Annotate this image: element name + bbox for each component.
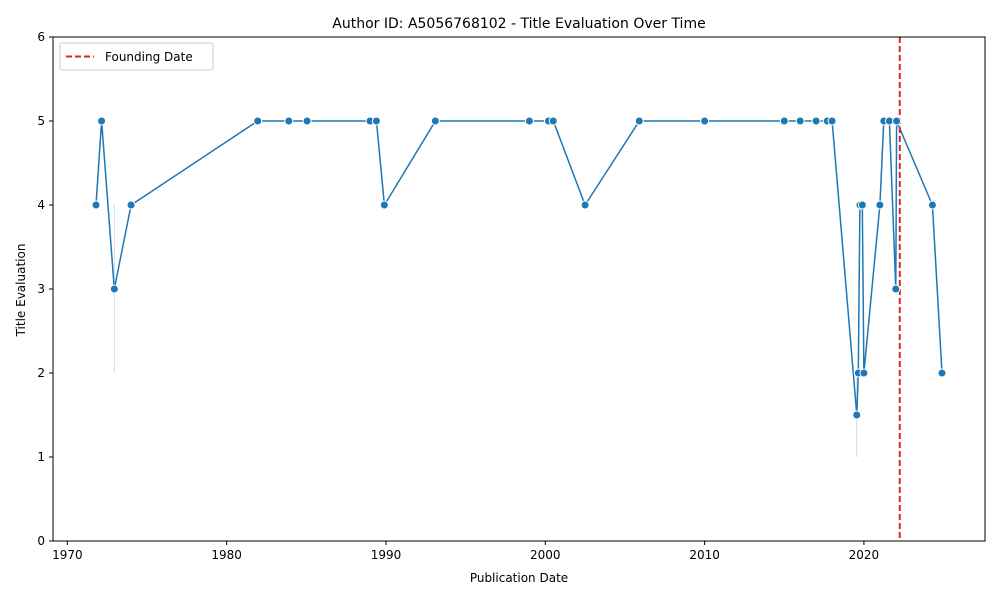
y-tick-label: 2 xyxy=(37,366,45,380)
legend: Founding Date xyxy=(59,42,214,71)
data-point xyxy=(253,116,263,126)
legend-box xyxy=(59,42,214,71)
data-point xyxy=(937,368,947,378)
data-point xyxy=(875,200,885,210)
data-point xyxy=(892,116,902,126)
data-points xyxy=(91,116,947,420)
x-tick-label: 2010 xyxy=(689,548,720,562)
data-point xyxy=(302,116,312,126)
x-tick-label: 1970 xyxy=(52,548,83,562)
data-point xyxy=(430,116,440,126)
data-point xyxy=(927,200,937,210)
data-point xyxy=(126,200,136,210)
data-point xyxy=(852,410,862,420)
y-tick-label: 4 xyxy=(37,198,45,212)
data-point xyxy=(91,200,101,210)
data-point xyxy=(779,116,789,126)
data-point xyxy=(524,116,534,126)
y-tick-label: 0 xyxy=(37,534,45,548)
data-point xyxy=(795,116,805,126)
y-tick-label: 3 xyxy=(37,282,45,296)
data-point xyxy=(827,116,837,126)
data-point xyxy=(97,116,107,126)
chart-title: Author ID: A5056768102 - Title Evaluatio… xyxy=(332,16,705,32)
x-tick-label: 1990 xyxy=(371,548,402,562)
series-line xyxy=(95,120,943,416)
data-point xyxy=(109,284,119,294)
x-axis-label: Publication Date xyxy=(470,571,568,585)
y-tick-label: 5 xyxy=(37,114,45,128)
y-axis-label: Title Evaluation xyxy=(14,244,28,338)
data-point xyxy=(700,116,710,126)
y-tick-label: 1 xyxy=(37,450,45,464)
x-tick-label: 1980 xyxy=(211,548,242,562)
data-point xyxy=(379,200,389,210)
x-axis-ticks: 1970 1980 1990 2000 2010 2020 xyxy=(52,541,879,562)
data-point xyxy=(859,368,869,378)
data-point xyxy=(284,116,294,126)
x-tick-label: 2020 xyxy=(849,548,880,562)
plot-area xyxy=(53,37,985,541)
y-tick-label: 6 xyxy=(37,30,45,44)
data-point xyxy=(811,116,821,126)
legend-label-founding-date: Founding Date xyxy=(105,50,193,64)
x-tick-label: 2000 xyxy=(530,548,561,562)
plot-background xyxy=(53,37,985,541)
series-line-layer xyxy=(95,120,943,416)
data-point xyxy=(371,116,381,126)
data-point xyxy=(891,284,901,294)
data-point xyxy=(548,116,558,126)
data-point xyxy=(634,116,644,126)
y-axis-ticks: 0 1 2 3 4 5 6 xyxy=(37,30,53,548)
data-point xyxy=(580,200,590,210)
data-point xyxy=(857,200,867,210)
